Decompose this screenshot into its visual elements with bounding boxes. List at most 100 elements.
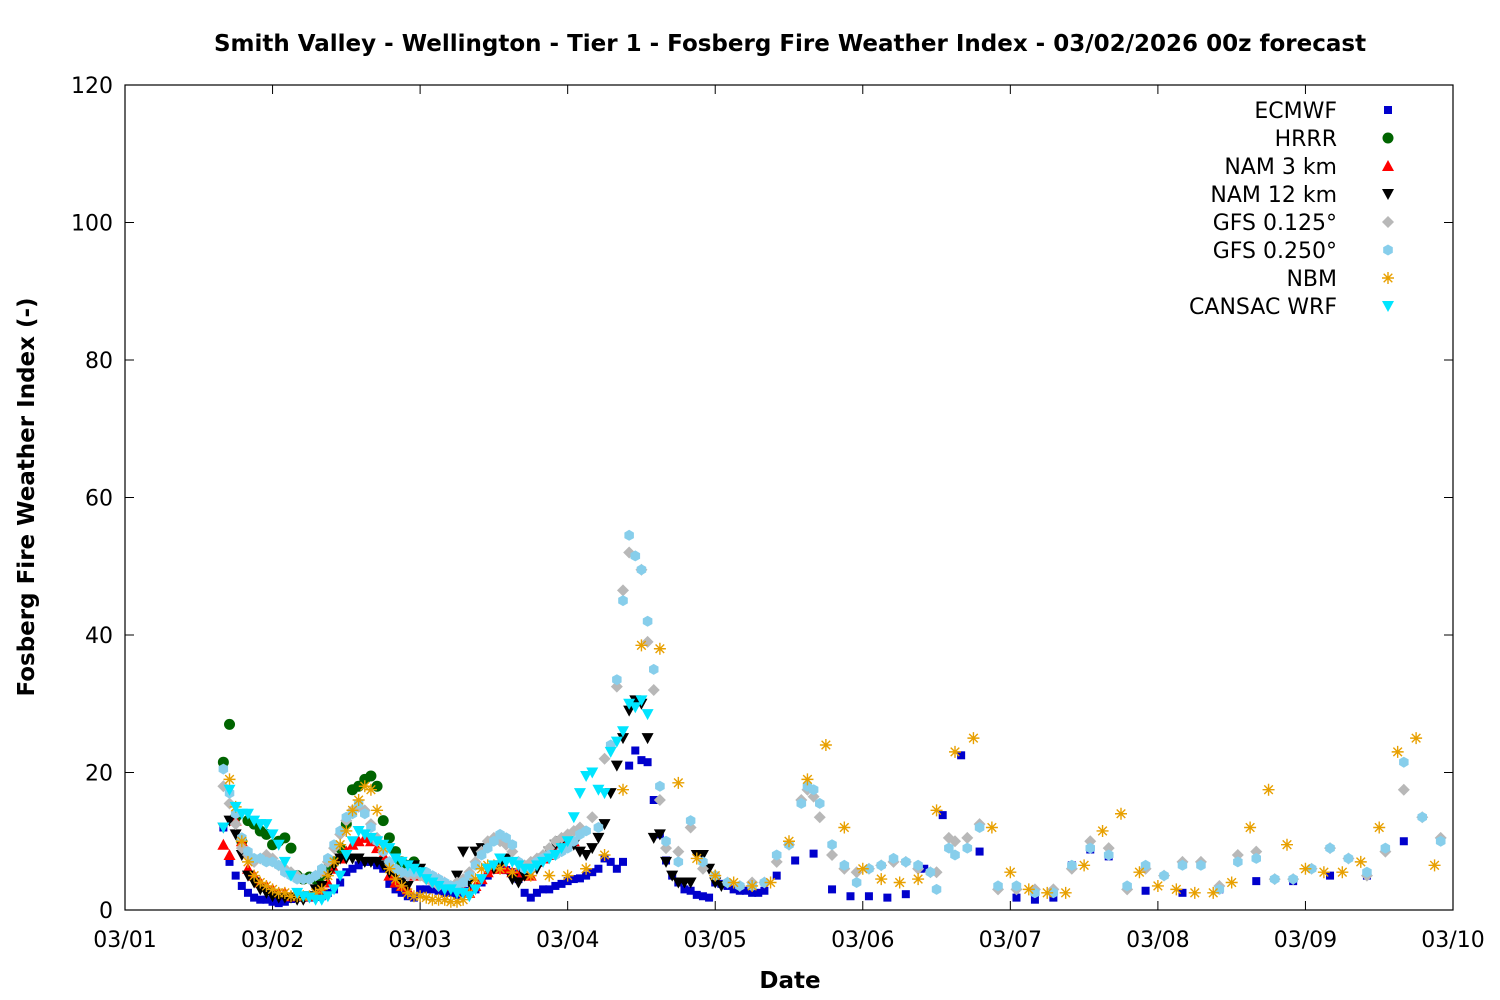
data-point-gfs-0-125 bbox=[949, 835, 961, 848]
x-tick-label: 03/08 bbox=[1126, 928, 1189, 953]
x-axis-title: Date bbox=[759, 968, 820, 994]
data-point-gfs-0-250 bbox=[310, 870, 321, 882]
data-point-nbm bbox=[1373, 821, 1386, 834]
data-point-cansac-wrf bbox=[315, 894, 328, 906]
data-point-ecmwf bbox=[760, 886, 769, 895]
data-point-cansac-wrf bbox=[623, 698, 636, 710]
data-point-gfs-0-250 bbox=[1177, 859, 1188, 871]
data-point-cansac-wrf bbox=[561, 836, 574, 848]
data-point-gfs-0-125 bbox=[1250, 845, 1263, 858]
data-point-ecmwf bbox=[243, 888, 252, 897]
data-point-gfs-0-250 bbox=[1067, 859, 1077, 871]
data-point-cansac-wrf bbox=[629, 702, 642, 714]
data-point-nbm bbox=[690, 852, 703, 865]
data-point-nam-12-km bbox=[457, 846, 470, 858]
data-point-ecmwf bbox=[791, 856, 800, 865]
data-point-ecmwf bbox=[957, 751, 966, 760]
data-point-nbm bbox=[383, 862, 396, 875]
x-tick-label: 03/06 bbox=[831, 928, 894, 953]
data-point-cansac-wrf bbox=[291, 887, 304, 899]
data-point-cansac-wrf bbox=[266, 829, 279, 841]
x-tick-label: 03/10 bbox=[1421, 928, 1484, 953]
data-point-gfs-0-250 bbox=[950, 849, 960, 861]
data-point-ecmwf bbox=[594, 864, 603, 873]
x-tick-label: 03/07 bbox=[979, 928, 1042, 953]
data-point-ecmwf bbox=[637, 756, 646, 765]
data-point-cansac-wrf bbox=[475, 874, 488, 886]
data-point-ecmwf bbox=[582, 871, 591, 880]
data-point-ecmwf bbox=[698, 892, 707, 901]
data-point-nam-12-km bbox=[660, 856, 673, 868]
data-point-nbm bbox=[543, 869, 556, 882]
data-point-gfs-0-125 bbox=[813, 811, 826, 824]
data-point-hrrr bbox=[217, 756, 229, 768]
data-point-nbm bbox=[420, 891, 433, 904]
data-point-cansac-wrf bbox=[617, 726, 629, 738]
y-tick-label: 20 bbox=[85, 762, 113, 787]
data-point-ecmwf bbox=[649, 796, 658, 804]
data-point-nbm bbox=[371, 804, 384, 817]
data-point-gfs-0-250 bbox=[931, 883, 942, 895]
data-point-ecmwf bbox=[336, 878, 345, 887]
data-point-gfs-0-250 bbox=[925, 866, 936, 878]
data-point-cansac-wrf bbox=[260, 819, 273, 831]
data-point-nam-3-km bbox=[352, 835, 365, 847]
data-point-ecmwf bbox=[1141, 886, 1150, 895]
data-point-nbm bbox=[838, 821, 851, 834]
data-point-gfs-0-250 bbox=[685, 815, 696, 827]
data-point-gfs-0-250 bbox=[655, 780, 665, 792]
data-point-nam-12-km bbox=[573, 846, 586, 858]
series-layer bbox=[217, 529, 1447, 908]
y-tick-label: 0 bbox=[99, 899, 113, 924]
data-point-nbm bbox=[709, 869, 722, 882]
legend-label-nam-3-km: NAM 3 km bbox=[1224, 155, 1337, 180]
legend-label-gfs-0-250: GFS 0.250° bbox=[1213, 239, 1337, 264]
data-point-nam-12-km bbox=[586, 843, 599, 855]
data-point-gfs-0-125 bbox=[1102, 842, 1115, 855]
data-point-cansac-wrf bbox=[285, 870, 297, 882]
data-point-nbm bbox=[598, 849, 611, 861]
data-point-gfs-0-250 bbox=[624, 529, 634, 541]
data-point-ecmwf bbox=[416, 885, 425, 894]
data-point-nam-12-km bbox=[580, 850, 593, 861]
data-point-ecmwf bbox=[526, 893, 535, 902]
data-point-cansac-wrf bbox=[604, 746, 617, 758]
data-point-nam-12-km bbox=[352, 853, 365, 865]
series-cansac-wrf bbox=[217, 695, 654, 906]
y-tick-label: 40 bbox=[85, 624, 113, 649]
x-tick-label: 03/02 bbox=[241, 928, 304, 953]
data-point-nbm bbox=[1262, 783, 1275, 796]
data-point-ecmwf bbox=[920, 864, 929, 873]
data-point-gfs-0-250 bbox=[1417, 811, 1427, 823]
data-point-ecmwf bbox=[612, 864, 621, 873]
data-point-nbm bbox=[949, 745, 961, 758]
legend-label-hrrr: HRRR bbox=[1275, 127, 1337, 152]
data-point-nbm bbox=[469, 873, 482, 886]
data-point-nam-12-km bbox=[598, 819, 611, 831]
data-point-cansac-wrf bbox=[223, 784, 236, 796]
data-point-gfs-0-250 bbox=[1288, 873, 1298, 885]
data-point-gfs-0-250 bbox=[618, 595, 628, 607]
data-point-gfs-0-250 bbox=[489, 835, 499, 847]
data-point-nbm bbox=[254, 876, 267, 889]
legend-marker-gfs-0-250 bbox=[1383, 244, 1393, 256]
data-point-nbm bbox=[328, 855, 341, 868]
data-point-gfs-0-250 bbox=[243, 846, 253, 858]
data-point-ecmwf bbox=[569, 875, 578, 884]
data-point-nbm bbox=[1059, 886, 1072, 899]
data-point-gfs-0-125 bbox=[850, 866, 863, 879]
data-point-ecmwf bbox=[557, 879, 566, 888]
data-point-nam-12-km bbox=[666, 870, 679, 882]
data-point-gfs-0-125 bbox=[696, 862, 709, 875]
data-point-nam-12-km bbox=[229, 829, 242, 841]
data-point-cansac-wrf bbox=[573, 788, 586, 800]
data-point-gfs-0-250 bbox=[483, 842, 493, 854]
data-point-gfs-0-250 bbox=[913, 859, 923, 871]
data-point-ecmwf bbox=[231, 871, 240, 880]
data-point-cansac-wrf bbox=[371, 836, 384, 848]
legend-marker-hrrr bbox=[1382, 132, 1394, 144]
data-point-gfs-0-250 bbox=[273, 859, 284, 871]
data-point-cansac-wrf bbox=[401, 860, 414, 872]
data-point-ecmwf bbox=[520, 888, 529, 897]
chart-title: Smith Valley - Wellington - Tier 1 - Fos… bbox=[214, 31, 1366, 57]
